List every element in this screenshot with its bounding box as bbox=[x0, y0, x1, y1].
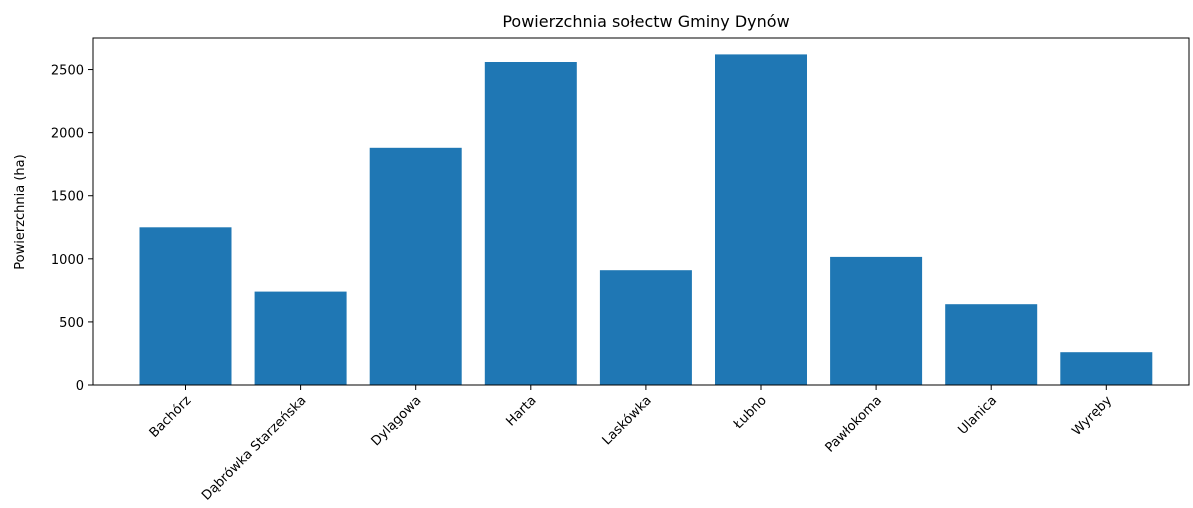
x-tick-label: Wyręby bbox=[1069, 393, 1115, 439]
x-tick-label: Dylągowa bbox=[369, 393, 425, 449]
y-tick-label: 1000 bbox=[51, 253, 84, 268]
y-tick-label: 2500 bbox=[51, 64, 84, 79]
chart-title: Powierzchnia sołectw Gminy Dynów bbox=[502, 12, 789, 31]
bar-5 bbox=[599, 270, 692, 385]
x-tick-label: Pawłokoma bbox=[823, 393, 885, 455]
x-tick-label: Dąbrówka Starzeńska bbox=[199, 393, 309, 503]
bar-4 bbox=[484, 62, 577, 385]
x-tick-label: Harta bbox=[503, 393, 539, 429]
y-tick-label: 0 bbox=[76, 379, 84, 394]
bar-group bbox=[139, 54, 1153, 386]
y-axis-ticks: 0 500 1000 1500 2000 2500 bbox=[51, 64, 93, 394]
bar-6 bbox=[715, 54, 807, 386]
y-tick-label: 2000 bbox=[51, 127, 84, 142]
bar-3 bbox=[369, 147, 462, 385]
y-tick-label: 500 bbox=[59, 316, 84, 331]
x-tick-label: Ulanica bbox=[955, 393, 1000, 438]
x-tick-label: Laskówka bbox=[600, 393, 655, 448]
bar-9 bbox=[1060, 352, 1153, 385]
bar-1 bbox=[139, 227, 232, 385]
y-tick-label: 1500 bbox=[51, 190, 84, 205]
bar-7 bbox=[830, 256, 923, 385]
bar-8 bbox=[945, 304, 1038, 385]
plot-frame bbox=[92, 37, 1190, 386]
bar-2 bbox=[254, 291, 347, 385]
y-axis-label: Powierzchnia (ha) bbox=[13, 154, 28, 269]
x-tick-label: Bachórz bbox=[147, 393, 195, 441]
x-axis-ticks: Bachórz Dąbrówka Starzeńska Dylągowa Harta L… bbox=[147, 385, 1115, 504]
x-tick-label: Łubno bbox=[730, 393, 770, 433]
